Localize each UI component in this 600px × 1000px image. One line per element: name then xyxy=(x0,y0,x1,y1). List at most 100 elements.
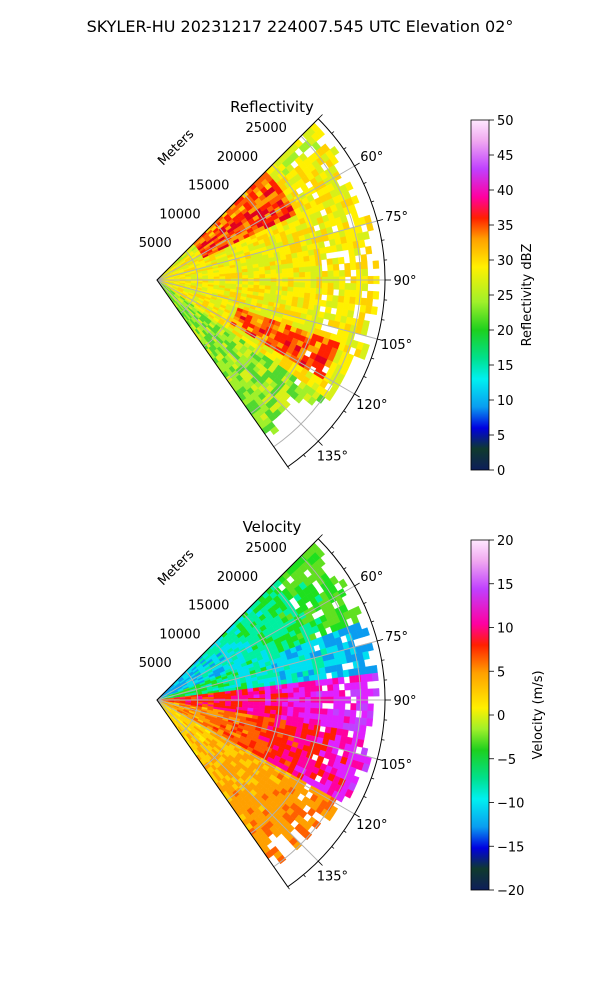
colorbar-tick-label: −15 xyxy=(497,840,524,855)
range-gate xyxy=(310,282,317,289)
range-gate xyxy=(309,680,317,687)
azimuth-tick xyxy=(331,426,335,429)
range-gate xyxy=(321,270,329,278)
range-gate xyxy=(236,275,243,279)
range-gate xyxy=(299,702,306,709)
colorbar-tick-label: 10 xyxy=(497,394,514,409)
range-gate xyxy=(270,285,277,291)
range-gate xyxy=(326,258,334,266)
range-gate xyxy=(259,694,266,699)
range-gate xyxy=(350,283,357,291)
range-gate xyxy=(349,675,356,684)
range-gate xyxy=(320,714,328,722)
azimuth-tick xyxy=(354,162,360,167)
range-gate xyxy=(309,713,317,720)
velocity-colorbar-label: Velocity (m/s) xyxy=(531,670,546,759)
range-gate xyxy=(304,266,311,273)
range-gate xyxy=(303,712,311,720)
range-gate xyxy=(338,689,346,698)
range-gate xyxy=(321,690,329,698)
colorbar-tick-label: 45 xyxy=(497,149,514,164)
range-gate xyxy=(358,350,368,360)
range-gate xyxy=(324,811,335,822)
range-tick-label: 15000 xyxy=(188,179,229,194)
range-tick-label: 15000 xyxy=(188,599,229,614)
azimuth-tick xyxy=(343,410,347,413)
range-gate xyxy=(264,689,272,695)
range-gate xyxy=(353,247,361,256)
range-gate xyxy=(356,738,365,748)
azimuth-tick xyxy=(317,114,323,120)
range-gate xyxy=(370,306,378,316)
range-gate xyxy=(355,703,363,711)
range-gate xyxy=(264,685,271,691)
range-gate xyxy=(242,694,249,699)
range-gate xyxy=(241,271,249,276)
azimuth-spoke xyxy=(156,699,319,862)
range-gate xyxy=(293,687,300,694)
azimuth-tick xyxy=(381,319,385,321)
reflectivity-panel: Reflectivity 5000 10000 15000 20000 25000 60°… xyxy=(139,98,535,479)
range-gate xyxy=(270,693,277,699)
reflectivity-range-label: Meters xyxy=(155,127,197,169)
range-gate xyxy=(259,281,266,286)
range-gate xyxy=(258,270,266,275)
azimuth-tick xyxy=(354,813,360,818)
range-gate xyxy=(270,273,277,279)
range-gate xyxy=(304,282,312,289)
azimuth-spoke xyxy=(156,699,355,815)
range-gate xyxy=(207,276,215,280)
azimuth-tick-label: 90° xyxy=(393,274,416,289)
range-gate xyxy=(281,688,289,694)
range-gate xyxy=(264,701,272,707)
range-gate xyxy=(344,709,351,718)
range-gate xyxy=(298,686,306,693)
azimuth-tick xyxy=(317,860,323,866)
range-gate xyxy=(366,718,374,727)
range-gate xyxy=(315,548,326,559)
range-gate xyxy=(286,263,294,269)
azimuth-tick xyxy=(381,739,385,741)
range-gate xyxy=(335,663,344,672)
range-gate xyxy=(264,265,271,271)
range-gate xyxy=(327,264,334,272)
azimuth-spoke xyxy=(156,699,378,760)
range-gate xyxy=(230,695,238,699)
range-gate xyxy=(304,702,312,709)
range-gate xyxy=(361,268,369,277)
range-gate xyxy=(336,301,344,310)
range-gate xyxy=(247,701,255,706)
range-gate xyxy=(332,295,339,303)
range-gate xyxy=(327,690,334,698)
range-gate xyxy=(242,281,249,286)
azimuth-tick xyxy=(363,796,367,798)
range-gate xyxy=(332,263,340,272)
velocity-colorbar xyxy=(470,539,490,891)
range-gate xyxy=(365,245,373,255)
range-gate xyxy=(338,702,346,711)
range-gate xyxy=(320,719,327,728)
azimuth-tick xyxy=(317,440,323,446)
colorbar-tick-label: 25 xyxy=(497,289,514,304)
range-gate xyxy=(264,693,272,699)
range-gate xyxy=(355,681,363,690)
range-gate xyxy=(354,674,362,683)
range-gate xyxy=(303,260,311,268)
range-gate xyxy=(281,701,289,708)
range-gate xyxy=(281,683,288,690)
azimuth-tick xyxy=(377,758,384,761)
range-gate xyxy=(350,195,360,205)
range-gate xyxy=(304,707,311,714)
range-gate xyxy=(320,678,328,686)
range-gate xyxy=(320,672,327,681)
colorbar-tick-label: 0 xyxy=(497,464,505,479)
azimuth-tick-label: 135° xyxy=(317,869,348,884)
reflectivity-field xyxy=(156,122,380,436)
range-gate xyxy=(287,706,294,713)
range-gate xyxy=(298,707,306,714)
colorbar-tick-label: 15 xyxy=(497,359,514,374)
range-gate xyxy=(336,721,344,730)
range-gate xyxy=(349,262,357,271)
range-gate xyxy=(270,281,277,287)
